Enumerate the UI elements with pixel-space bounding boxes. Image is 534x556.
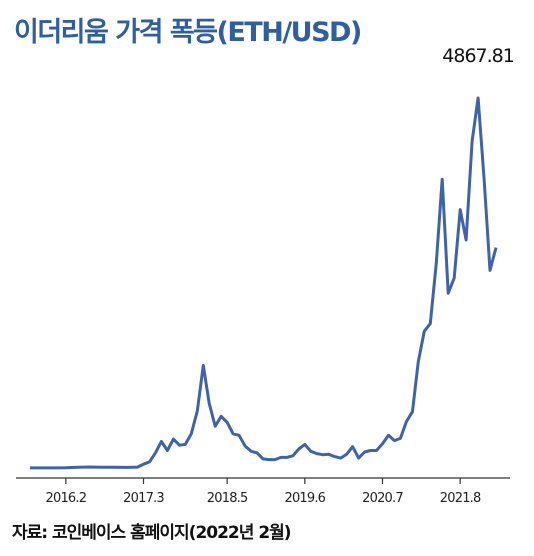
x-tick-label: 2017.3	[123, 491, 164, 506]
x-tick-label: 2021.8	[440, 491, 481, 506]
chart-title: 이더리움 가격 폭등(ETH/USD)	[14, 17, 362, 48]
x-tick-label: 2019.6	[284, 491, 325, 506]
peak-value-label: 4867.81	[442, 45, 514, 67]
eth-price-line	[30, 96, 498, 470]
source-note: 자료: 코인베이스 홈페이지(2022년 2월)	[12, 523, 292, 543]
x-tick-label: 2020.7	[362, 491, 403, 506]
x-tick-label: 2016.2	[46, 491, 87, 506]
x-tick-label: 2018.5	[207, 491, 248, 506]
